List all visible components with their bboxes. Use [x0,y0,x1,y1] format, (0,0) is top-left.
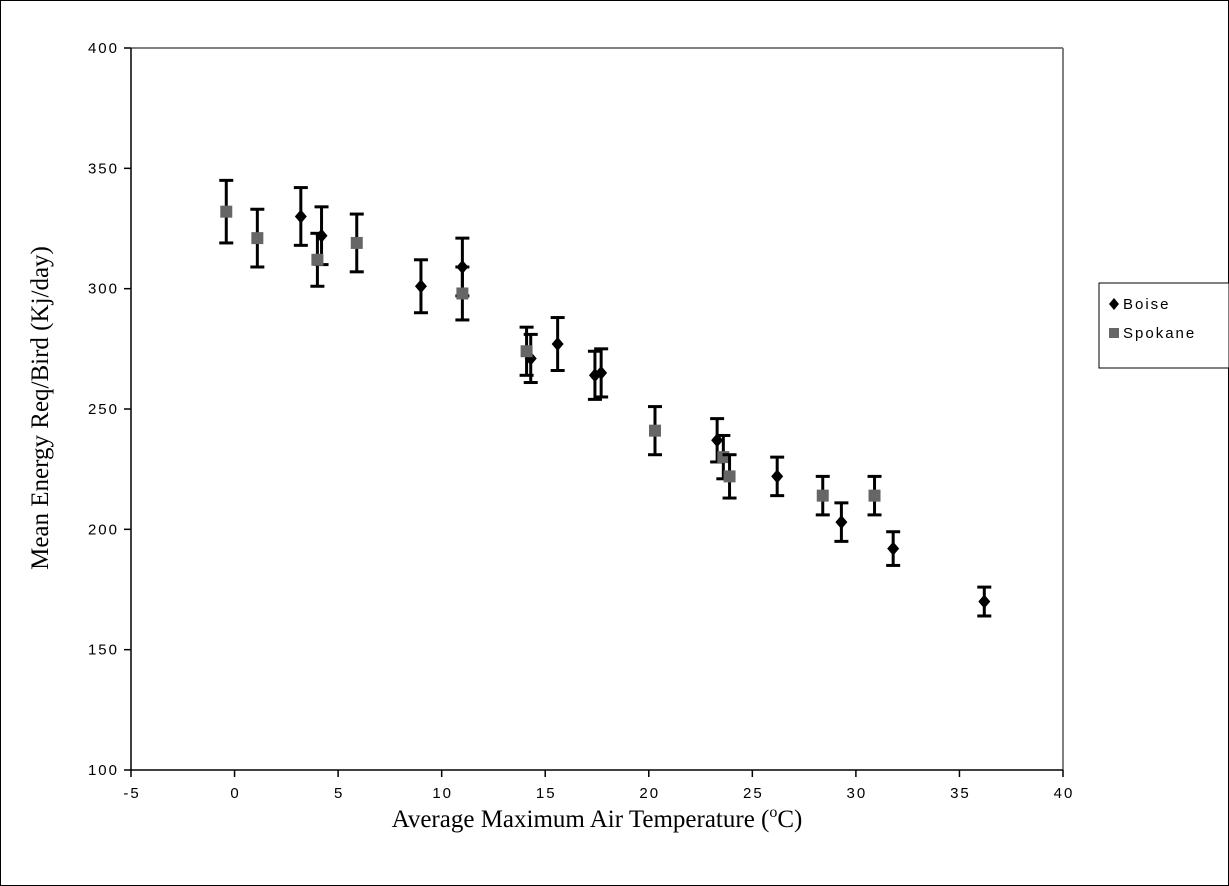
x-tick-label: 25 [743,785,764,802]
y-tick-label: 250 [88,401,119,418]
data-point-diamond [978,594,991,609]
data-point-diamond [771,469,784,484]
legend-marker-boise [1109,298,1119,310]
y-tick-label: 200 [88,521,119,538]
legend-label-spokane: Spokane [1123,325,1196,342]
axes: 100 150 200 250 300 350 400 -5 0 5 10 15 20 25 30 35 40 [88,40,1075,802]
series-spokane [219,178,882,517]
data-point-diamond [551,337,564,352]
x-tick-label: 5 [334,785,344,802]
data-point-square [717,451,730,464]
y-tick-label: 400 [88,40,119,57]
data-point-square [648,424,661,437]
data-point-square [520,345,533,358]
legend-box [1098,282,1229,369]
data-point-diamond [294,209,307,224]
y-tick-label: 100 [88,762,119,779]
x-tick-label: 15 [536,785,557,802]
plot-area [131,47,1064,770]
x-tick-label: 0 [230,785,240,802]
data-point-square [723,470,736,483]
x-axis-title-end: C) [777,806,802,833]
data-layer [219,178,992,618]
data-point-square [868,489,881,502]
data-point-square [456,287,469,300]
y-tick-label: 350 [88,160,119,177]
x-tick-label: 10 [432,785,453,802]
y-tick-label: 150 [88,642,119,659]
y-tick-label: 300 [88,281,119,298]
data-point-square [251,232,264,245]
legend: Boise Spokane [1098,282,1229,369]
series-boise [293,186,992,618]
x-axis-title-superscript: o [769,804,777,821]
data-point-diamond [414,279,427,294]
legend-label-boise: Boise [1123,296,1171,313]
x-tick-label: 35 [950,785,971,802]
data-point-square [816,489,829,502]
data-point-square [350,236,363,249]
data-point-diamond [835,515,848,530]
data-point-diamond [595,365,608,380]
x-axis-title: Average Maximum Air Temperature (oC) [392,804,803,833]
data-point-diamond [887,541,900,556]
data-point-square [220,205,233,218]
x-tick-label: 40 [1054,785,1075,802]
x-tick-label: -5 [123,785,140,802]
x-tick-label: 20 [639,785,660,802]
data-point-square [311,253,324,266]
legend-marker-spokane [1109,328,1119,338]
x-tick-label: 30 [847,785,868,802]
y-axis-title: Mean Energy Req/Bird (Kj/day) [27,246,54,570]
